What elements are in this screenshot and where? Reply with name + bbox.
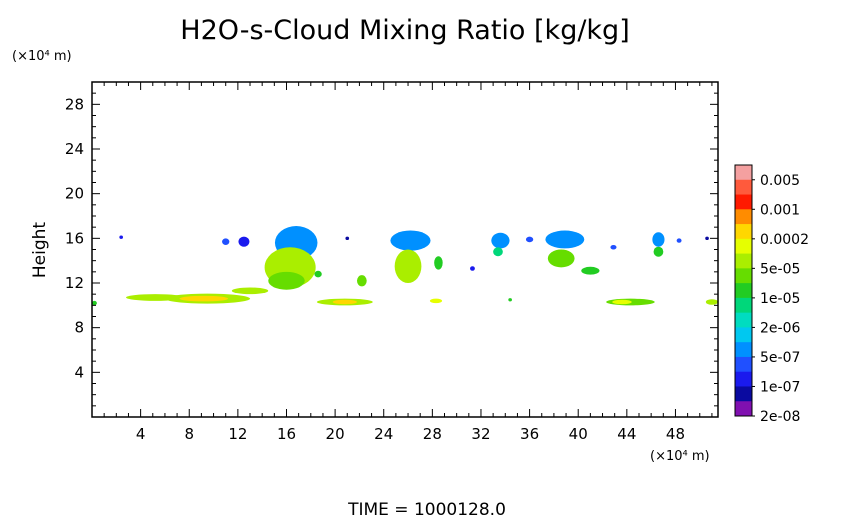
y-tick-label: 16 [65, 229, 84, 247]
cloud-patch-14 [493, 247, 503, 257]
y-tick-label: 4 [74, 363, 84, 381]
cloud-patch-21 [653, 246, 664, 257]
colorbar-frame [734, 164, 753, 417]
chart-title: H2O-s-Cloud Mixing Ratio [kg/kg] [180, 15, 629, 46]
x-tick-label: 4 [136, 425, 146, 443]
colorbar-swatch [735, 342, 752, 358]
x-tick-label: 8 [184, 425, 194, 443]
colorbar-swatch [735, 224, 752, 240]
colorbar-swatch [735, 165, 752, 181]
cloud-patch-0 [119, 235, 123, 239]
cloud-patch-32 [508, 298, 512, 302]
cloud-patch-7 [345, 236, 350, 241]
colorbar-label: 0.001 [760, 202, 800, 218]
colorbar-swatch [735, 312, 752, 328]
cloud-field [92, 226, 718, 306]
cloud-patch-17 [547, 249, 575, 268]
colorbar-swatch [735, 194, 752, 210]
x-tick-label: 40 [569, 425, 588, 443]
cloud-patch-13 [491, 232, 510, 249]
colorbar-swatch [735, 209, 752, 225]
colorbar: 0.005 0.001 0.0002 5e-05 1e-05 2e-06 5e-07 1e-0… [734, 164, 809, 425]
cloud-patch-5 [268, 271, 305, 290]
colorbar-swatch [735, 386, 752, 402]
colorbar-swatch [735, 401, 752, 417]
y-tick-label: 8 [74, 319, 84, 337]
colorbar-label: 5e-05 [760, 261, 800, 277]
colorbar-swatch [735, 327, 752, 343]
x-tick-label: 12 [228, 425, 247, 443]
cloud-patch-20 [652, 232, 665, 247]
colorbar-swatch [735, 297, 752, 314]
x-tick-label: 20 [326, 425, 345, 443]
x-tick-label: 28 [423, 425, 442, 443]
cloud-patch-34 [612, 299, 632, 305]
cloud-patch-16 [545, 230, 585, 249]
colorbar-swatch [735, 179, 752, 196]
cloud-patch-19 [610, 245, 617, 250]
cloud-patch-18 [581, 266, 600, 275]
colorbar-label: 1e-07 [760, 379, 800, 395]
x-tick-label: 36 [520, 425, 539, 443]
cloud-patch-31 [429, 298, 443, 304]
colorbar-swatch [735, 268, 752, 284]
colorbar-label: 2e-06 [760, 320, 800, 336]
y-tick-label: 12 [65, 274, 84, 292]
colorbar-label: 0.0002 [760, 232, 809, 248]
cloud-patch-1 [222, 238, 230, 246]
x-tick-label: 24 [374, 425, 393, 443]
colorbar-swatch [735, 238, 752, 255]
cloud-patch-23 [705, 236, 709, 241]
cloud-patch-12 [470, 266, 475, 271]
y-axis-label: Height [30, 222, 50, 279]
cloud-patch-2 [238, 236, 250, 247]
colorbar-label: 1e-05 [760, 291, 800, 307]
cloud-patch-35 [705, 299, 718, 305]
colorbar-swatch [735, 283, 752, 299]
colorbar-label: 2e-08 [760, 409, 800, 425]
cloud-patch-24 [92, 300, 97, 306]
cloud-patch-8 [356, 275, 367, 287]
y-tick-label: 28 [65, 95, 84, 113]
cloud-patch-11 [434, 256, 443, 270]
colorbar-label: 5e-07 [760, 350, 800, 366]
cloud-patch-22 [676, 238, 682, 243]
cloud-patch-10 [394, 249, 422, 283]
colorbar-swatch [735, 371, 752, 387]
y-tick-label: 24 [65, 140, 84, 158]
x-tick-label: 32 [471, 425, 490, 443]
cloud-patch-30 [332, 299, 357, 305]
x-axis-unit: (×10⁴ m) [650, 449, 710, 464]
cloud-patch-9 [390, 230, 431, 251]
time-footer: TIME = 1000128.0 [347, 500, 506, 519]
colorbar-label: 0.005 [760, 173, 800, 189]
cloud-patch-6 [314, 270, 322, 278]
cloud-patch-27 [179, 295, 229, 302]
x-tick-label: 16 [277, 425, 296, 443]
x-tick-label: 48 [666, 425, 685, 443]
colorbar-swatch [735, 253, 752, 269]
cloud-patch-15 [525, 236, 534, 243]
x-tick-label: 44 [617, 425, 636, 443]
y-tick-label: 20 [65, 185, 84, 203]
cloud-patch-28 [231, 287, 269, 295]
y-axis-unit: (×10⁴ m) [12, 49, 72, 64]
colorbar-swatch [735, 356, 752, 373]
